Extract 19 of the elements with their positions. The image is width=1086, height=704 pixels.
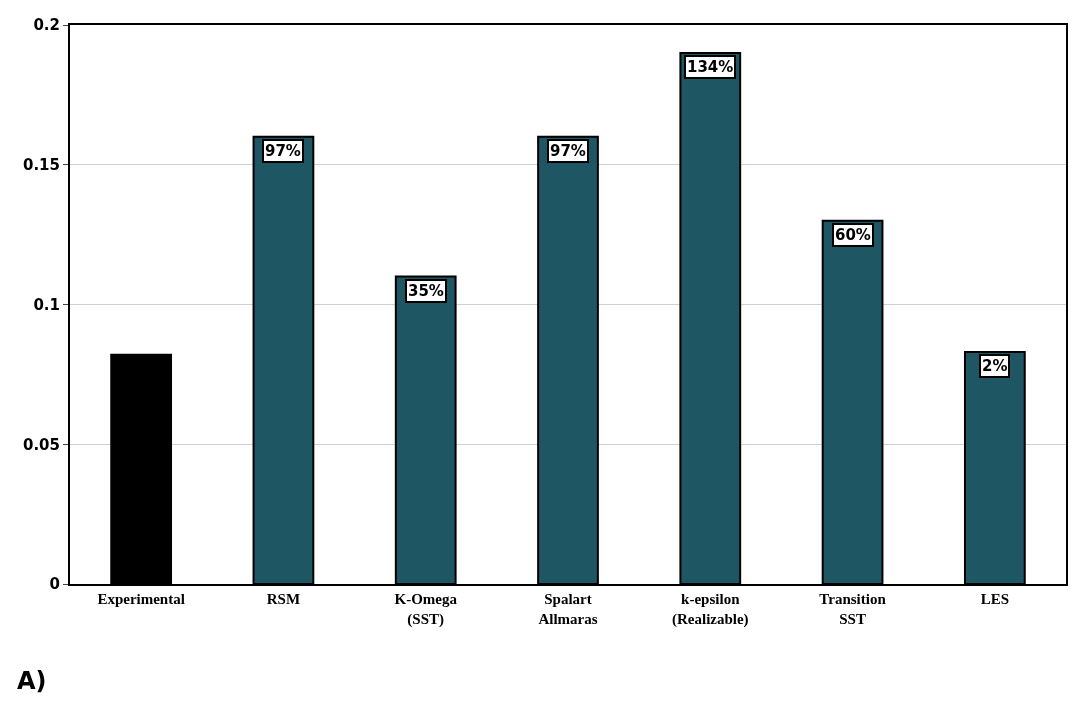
annotation: 2% (982, 357, 1008, 375)
y-tick-label: 0 (49, 575, 60, 594)
x-tick-label: K-Omega (SST) (394, 591, 458, 628)
annotation: 97% (265, 142, 301, 160)
text: A) (17, 667, 47, 695)
x-tick-label: Experimental (97, 591, 185, 607)
y-tick-label: 0.05 (22, 435, 60, 454)
x-tick-label: RSM (266, 591, 301, 607)
annotation: 35% (408, 282, 444, 300)
x-tick-label: Transition SST (819, 591, 887, 627)
annotation: 134% (687, 58, 734, 76)
y-tick-label: 0.15 (22, 156, 60, 174)
annotation: 97% (550, 142, 586, 160)
y-tick-label: 0.1 (33, 295, 60, 314)
x-tick-label: Spalart Allmaras (538, 591, 598, 627)
x-tick-label: k-epsilon (Realizable) (671, 591, 749, 628)
y-tick-label: 0.2 (33, 16, 60, 35)
annotation: 60% (835, 226, 871, 244)
x-tick-label: LES (980, 591, 1010, 607)
